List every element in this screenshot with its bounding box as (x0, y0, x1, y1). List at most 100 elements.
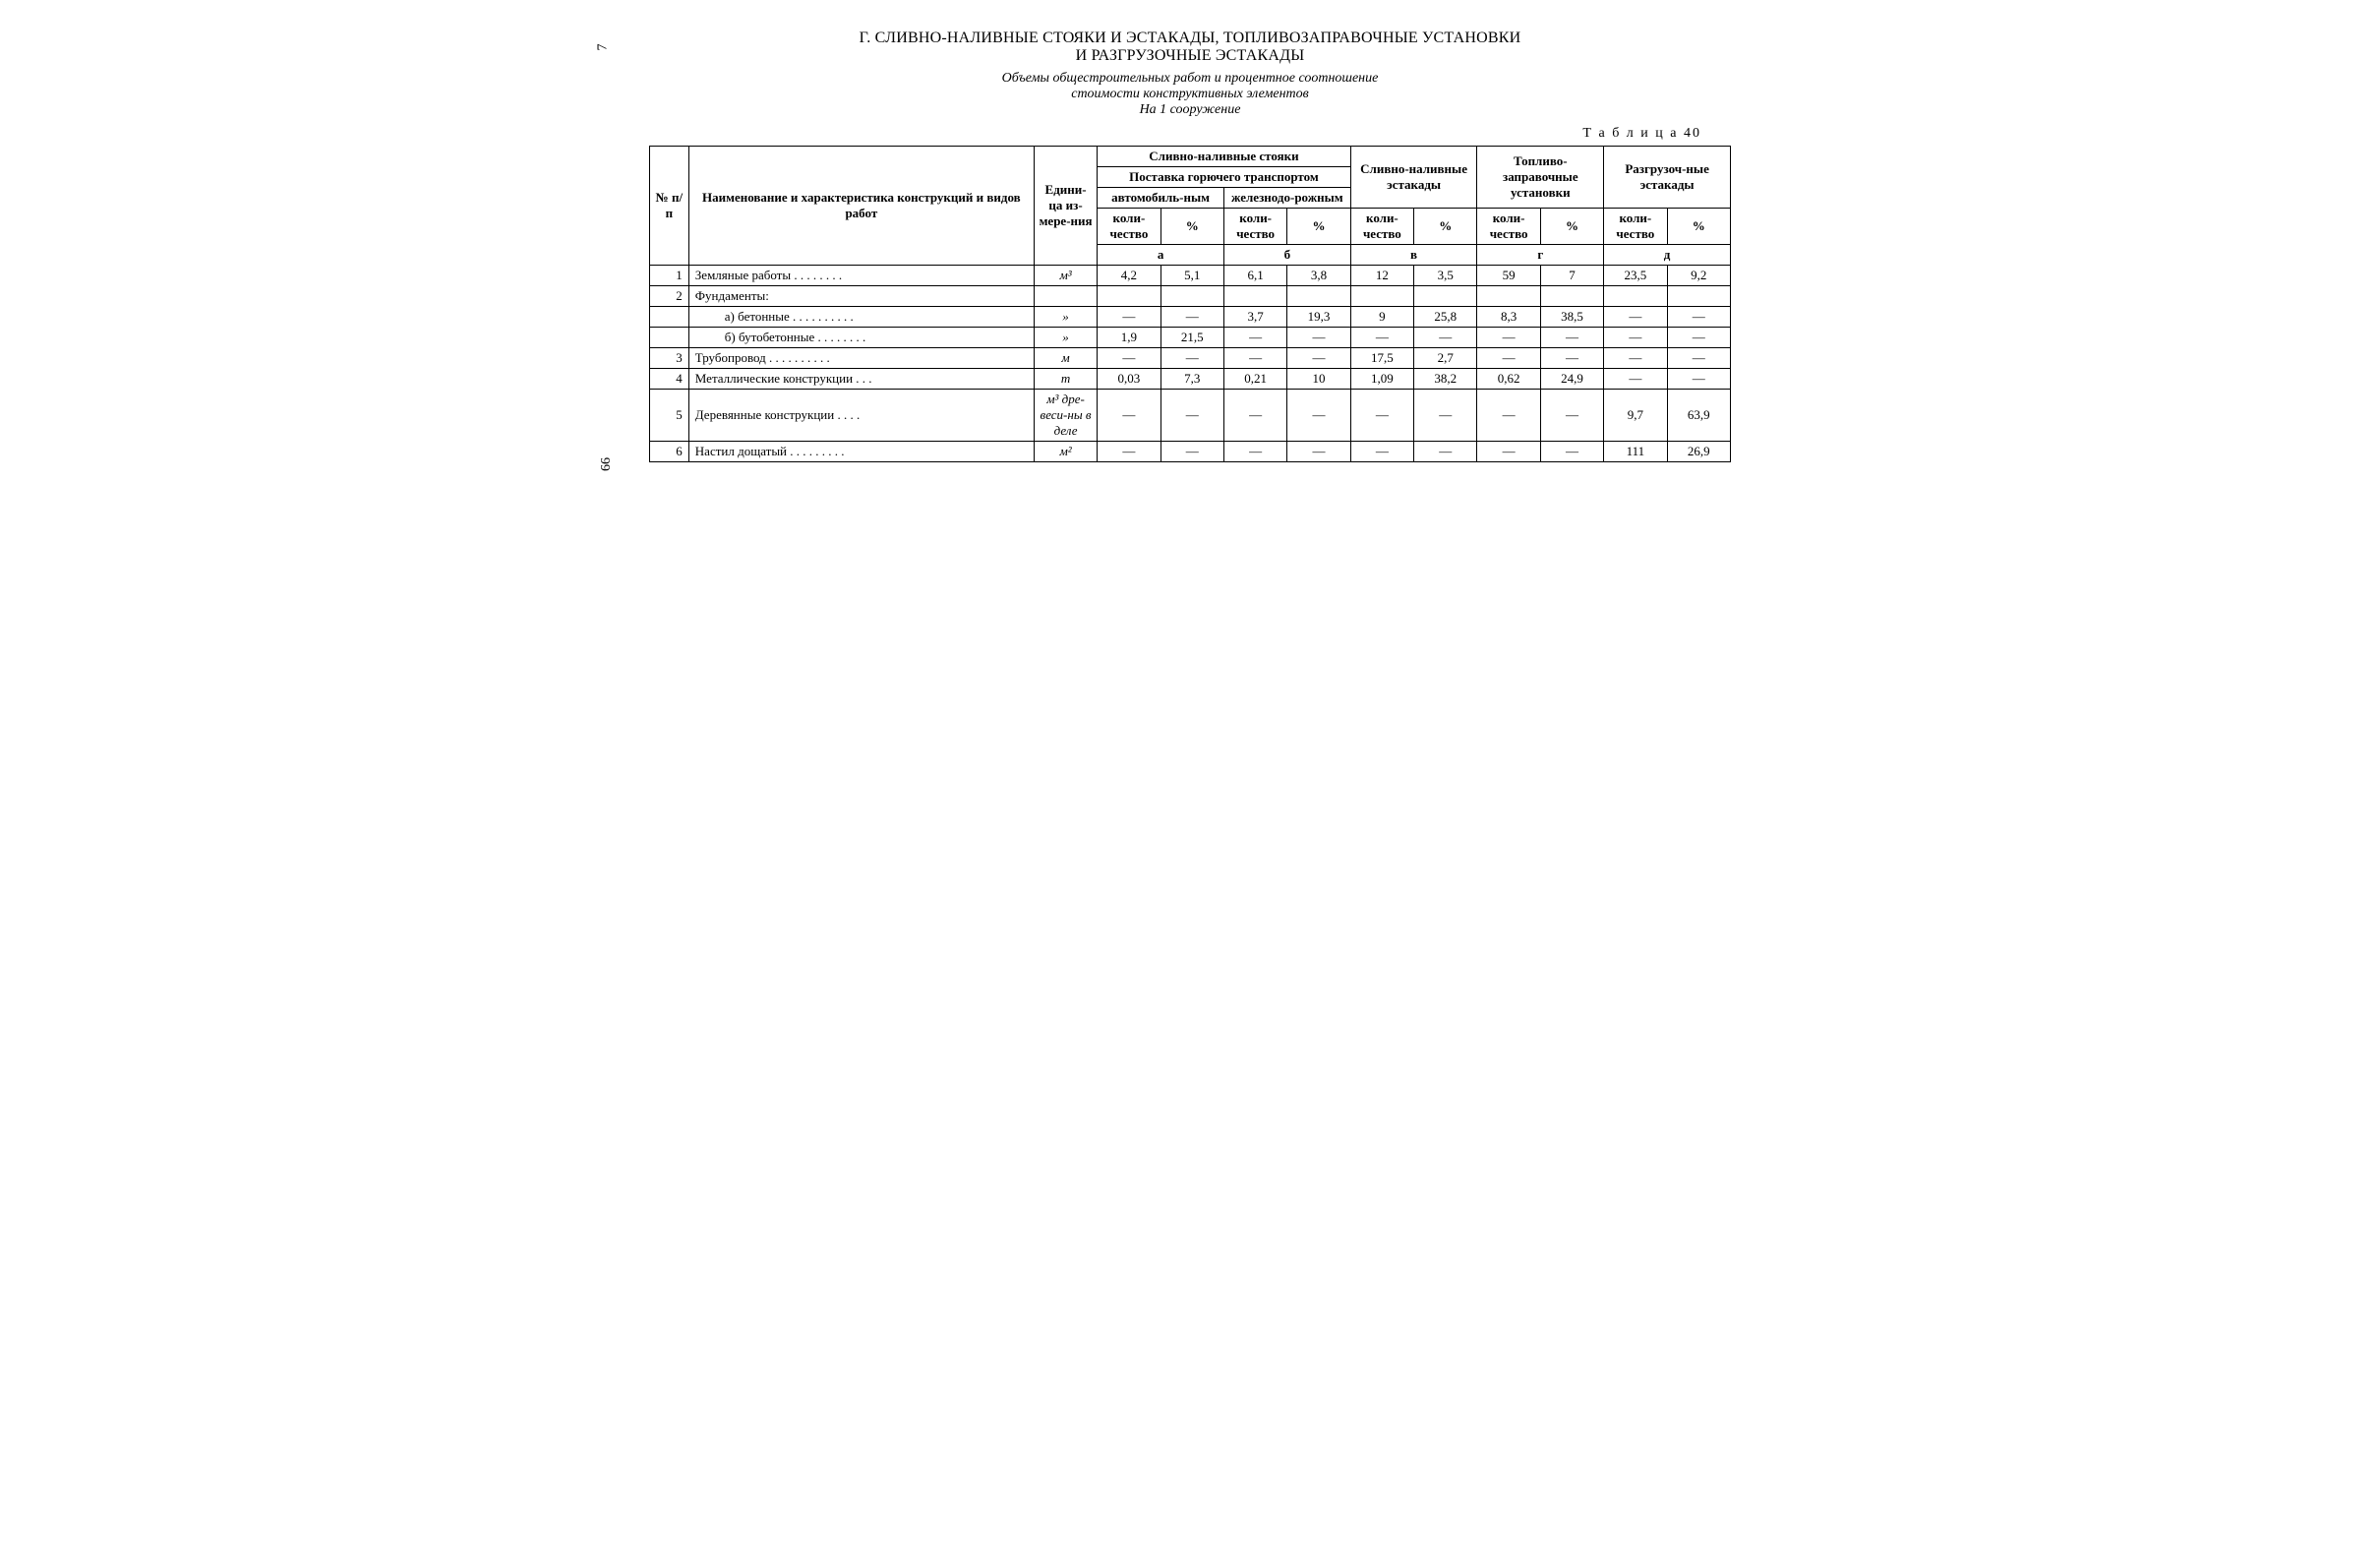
cell-a2: — (1160, 307, 1223, 328)
table-label: Т а б л и ц а 40 (649, 126, 1701, 142)
hdr-a-pct: % (1160, 209, 1223, 245)
cell-g1: — (1477, 328, 1540, 348)
table-row: 2Фундаменты: (650, 286, 1731, 307)
lbl-g: г (1477, 245, 1604, 266)
hdr-unit: Едини-ца из-мере-ния (1034, 147, 1097, 266)
table-row: 5Деревянные конструкции . . . .м³ дре-ве… (650, 390, 1731, 442)
row-num: 2 (650, 286, 689, 307)
lbl-a: а (1098, 245, 1224, 266)
row-name: а) бетонные . . . . . . . . . . (688, 307, 1034, 328)
cell-a2 (1160, 286, 1223, 307)
cell-g1: — (1477, 390, 1540, 442)
main-table: № п/п Наименование и характеристика конс… (649, 146, 1731, 462)
row-unit: м² (1034, 442, 1097, 462)
row-name: Металлические конструкции . . . (688, 369, 1034, 390)
cell-v2: — (1414, 442, 1477, 462)
cell-a1: 1,9 (1098, 328, 1160, 348)
cell-d2: 9,2 (1667, 266, 1730, 286)
heading-1: Г. СЛИВНО-НАЛИВНЫЕ СТОЯКИ И ЭСТАКАДЫ, ТО… (649, 30, 1731, 47)
cell-d1: — (1604, 369, 1667, 390)
cell-g1: — (1477, 348, 1540, 369)
cell-g1: 8,3 (1477, 307, 1540, 328)
hdr-num: № п/п (650, 147, 689, 266)
cell-d1 (1604, 286, 1667, 307)
hdr-b-kol: коли-чество (1223, 209, 1286, 245)
hdr-d-pct: % (1667, 209, 1730, 245)
page-num-bot: 66 (599, 457, 615, 471)
cell-v1 (1350, 286, 1413, 307)
cell-v2: — (1414, 390, 1477, 442)
cell-g1: 59 (1477, 266, 1540, 286)
row-unit: » (1034, 307, 1097, 328)
row-name: Настил дощатый . . . . . . . . . (688, 442, 1034, 462)
cell-g2: — (1540, 328, 1603, 348)
row-num (650, 307, 689, 328)
row-unit: » (1034, 328, 1097, 348)
page-num-top: 7 (596, 44, 612, 51)
cell-a2: — (1160, 390, 1223, 442)
cell-g2: — (1540, 442, 1603, 462)
cell-a1: 0,03 (1098, 369, 1160, 390)
cell-d2 (1667, 286, 1730, 307)
cell-a1: — (1098, 307, 1160, 328)
hdr-v-kol: коли-чество (1350, 209, 1413, 245)
cell-a1: 4,2 (1098, 266, 1160, 286)
cell-d1: 111 (1604, 442, 1667, 462)
row-num: 4 (650, 369, 689, 390)
subtitle-1: Объемы общестроительных работ и процентн… (649, 71, 1731, 87)
cell-b1 (1223, 286, 1286, 307)
cell-a1: — (1098, 348, 1160, 369)
table-body: 1Земляные работы . . . . . . . .м³4,25,1… (650, 266, 1731, 462)
hdr-post: Поставка горючего транспортом (1098, 167, 1350, 188)
lbl-b: б (1223, 245, 1350, 266)
cell-d2: 26,9 (1667, 442, 1730, 462)
cell-b1: — (1223, 390, 1286, 442)
row-name: Фундаменты: (688, 286, 1034, 307)
cell-g2: 7 (1540, 266, 1603, 286)
cell-v2: 3,5 (1414, 266, 1477, 286)
cell-g2 (1540, 286, 1603, 307)
hdr-g-pct: % (1540, 209, 1603, 245)
hdr-a-kol: коли-чество (1098, 209, 1160, 245)
table-row: 3Трубопровод . . . . . . . . . .м————17,… (650, 348, 1731, 369)
cell-v1: — (1350, 390, 1413, 442)
row-name: Земляные работы . . . . . . . . (688, 266, 1034, 286)
cell-b2 (1287, 286, 1350, 307)
cell-b1: — (1223, 328, 1286, 348)
lbl-d: д (1604, 245, 1731, 266)
cell-v1: 9 (1350, 307, 1413, 328)
row-name: б) бутобетонные . . . . . . . . (688, 328, 1034, 348)
row-unit: м (1034, 348, 1097, 369)
cell-b2: — (1287, 328, 1350, 348)
cell-b1: — (1223, 442, 1286, 462)
cell-b1: 6,1 (1223, 266, 1286, 286)
cell-v2: 2,7 (1414, 348, 1477, 369)
row-name: Деревянные конструкции . . . . (688, 390, 1034, 442)
hdr-v-pct: % (1414, 209, 1477, 245)
subtitle-2: стоимости конструктивных элементов (649, 87, 1731, 102)
cell-g1 (1477, 286, 1540, 307)
table-row: б) бутобетонные . . . . . . . .»1,921,5—… (650, 328, 1731, 348)
cell-g2: — (1540, 390, 1603, 442)
hdr-estak: Сливно-наливные эстакады (1350, 147, 1477, 209)
cell-a2: 7,3 (1160, 369, 1223, 390)
cell-d2: — (1667, 328, 1730, 348)
cell-b2: — (1287, 390, 1350, 442)
cell-d1: — (1604, 328, 1667, 348)
cell-v2: — (1414, 328, 1477, 348)
row-num: 3 (650, 348, 689, 369)
row-num: 1 (650, 266, 689, 286)
row-name: Трубопровод . . . . . . . . . . (688, 348, 1034, 369)
cell-v1: — (1350, 442, 1413, 462)
cell-b1: — (1223, 348, 1286, 369)
cell-b1: 0,21 (1223, 369, 1286, 390)
cell-g2: 38,5 (1540, 307, 1603, 328)
row-unit: м³ (1034, 266, 1097, 286)
cell-v2: 25,8 (1414, 307, 1477, 328)
hdr-name: Наименование и характеристика конструкци… (688, 147, 1034, 266)
row-num: 6 (650, 442, 689, 462)
cell-d2: — (1667, 307, 1730, 328)
cell-a2: 21,5 (1160, 328, 1223, 348)
cell-b1: 3,7 (1223, 307, 1286, 328)
cell-d2: — (1667, 348, 1730, 369)
